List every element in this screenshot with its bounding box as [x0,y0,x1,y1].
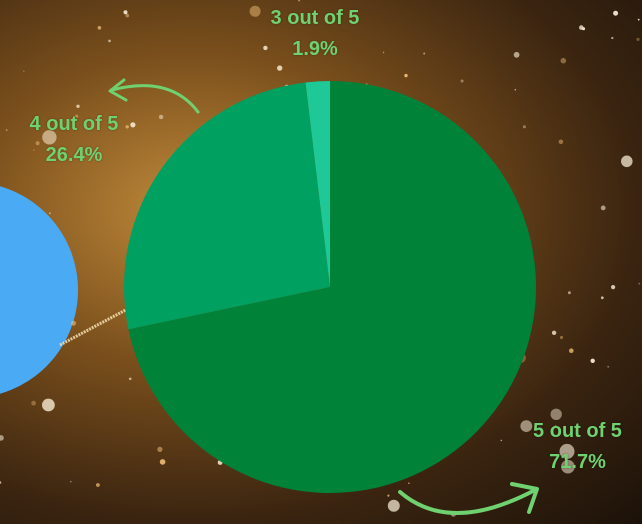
star [551,330,557,335]
star [460,79,464,83]
star [559,335,564,340]
star [157,446,163,452]
star [130,122,136,128]
star [108,39,111,43]
star [522,125,526,129]
label-5-out-of-5: 5 out of 5 71.7% [500,416,642,478]
star [423,52,426,55]
star [611,285,616,290]
star [277,65,283,71]
star [611,36,614,40]
arrow-5-out-of-5 [398,488,537,515]
star [23,70,25,72]
star [159,459,166,465]
star [600,296,604,300]
star [404,73,408,78]
star [638,282,641,285]
pie-slice-4-out-of-5 [124,82,330,330]
label-3-out-of-5: 3 out of 5 1.9% [230,3,400,65]
label-3-value: 1.9% [292,38,338,60]
star [382,51,385,54]
star [298,0,300,2]
star [559,443,575,459]
label-4-name: 4 out of 5 [29,113,119,135]
star [249,5,261,17]
star [558,139,564,145]
star [550,408,562,420]
star [569,348,574,354]
star [520,420,533,432]
left-circle [0,186,78,394]
label-3-name: 3 out of 5 [270,7,360,29]
pie-slice-3-out-of-5 [305,81,330,287]
label-4-out-of-5: 4 out of 5 26.4% [0,109,148,171]
star [560,57,567,64]
star [561,459,575,474]
star [5,129,8,131]
star [31,400,36,406]
star [75,114,79,118]
star [158,114,164,120]
star [513,51,520,58]
star [613,10,619,16]
star [69,480,72,483]
star [42,130,57,145]
star [621,155,633,168]
star [387,494,390,497]
label-4-value: 26.4% [45,144,103,166]
star [500,439,503,442]
pie-slices [124,81,536,494]
star [48,212,51,215]
star [600,205,606,211]
pie-slice-5-out-of-5 [128,81,536,494]
star [123,10,128,15]
arrow-4-out-of-5-head [108,78,128,102]
star [128,377,132,381]
star [97,26,102,30]
arrow-4-out-of-5 [110,84,200,114]
star [408,482,410,484]
star [125,125,129,129]
star [35,141,40,146]
light-streak [59,303,136,347]
star [125,13,130,18]
star [33,149,35,151]
star [71,320,76,326]
star [514,88,517,91]
star [590,358,595,363]
star [42,398,55,412]
star [554,425,557,428]
star [263,45,268,51]
star [0,435,4,441]
star [636,37,640,42]
star [387,499,400,512]
star [96,483,100,487]
label-5-value: 71.7% [549,451,606,473]
star [567,291,571,295]
star [76,104,80,109]
label-5-name: 5 out of 5 [533,420,622,442]
star [0,481,2,484]
star [607,365,610,368]
star [579,25,584,30]
star [637,18,640,21]
arrow-5-out-of-5-head [510,482,539,514]
